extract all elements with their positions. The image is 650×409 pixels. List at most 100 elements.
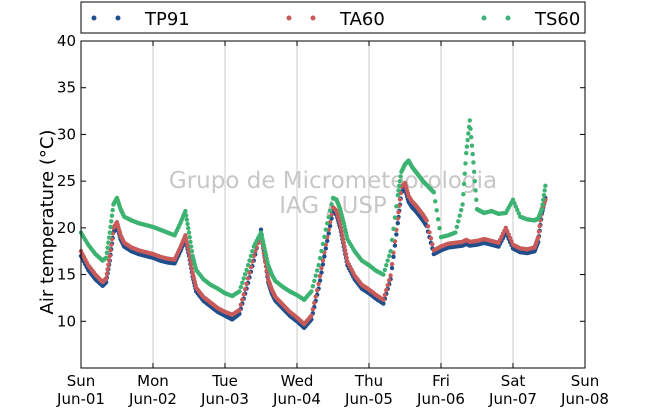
- data-point-interp: [469, 135, 474, 140]
- data-point-interp: [109, 213, 115, 218]
- data-point: [388, 273, 393, 278]
- data-point-interp: [394, 204, 399, 209]
- data-point-interp: [322, 234, 327, 240]
- data-point-interp: [385, 258, 390, 263]
- data-point-interp: [340, 236, 346, 242]
- legend-marker: [505, 15, 511, 21]
- data-point: [183, 233, 188, 238]
- data-point-interp: [437, 226, 442, 231]
- data-point-interp: [242, 286, 248, 292]
- legend-marker: [286, 15, 292, 21]
- data-point-interp: [433, 199, 438, 204]
- data-point-interp: [263, 252, 269, 258]
- data-point-interp: [247, 258, 252, 263]
- legend-marker: [481, 15, 487, 21]
- x-tick-label-date: Jun-08: [560, 390, 609, 408]
- data-point: [424, 218, 429, 223]
- data-point-interp: [385, 283, 390, 288]
- data-point-interp: [462, 171, 467, 176]
- x-tick-label-date: Jun-03: [200, 390, 249, 408]
- data-point-interp: [541, 192, 547, 198]
- data-point-interp: [435, 217, 441, 222]
- data-point-interp: [185, 221, 190, 227]
- data-point-interp: [320, 241, 326, 247]
- data-point-interp: [184, 239, 190, 245]
- data-point: [431, 190, 436, 195]
- data-point-interp: [104, 271, 110, 277]
- data-point: [316, 281, 321, 287]
- data-point-interp: [386, 278, 392, 283]
- data-point: [381, 301, 386, 306]
- data-point-interp: [184, 217, 190, 222]
- data-point-interp: [397, 178, 403, 184]
- legend-marker: [91, 15, 97, 21]
- legend-marker: [310, 15, 316, 21]
- data-point-interp: [461, 181, 467, 187]
- y-tick-labels: 10 15 20 25 30 35 40: [57, 32, 76, 330]
- data-point-interp: [394, 232, 399, 237]
- data-point-interp: [427, 230, 432, 235]
- series-ts60: [78, 118, 548, 302]
- data-point: [244, 281, 249, 287]
- x-tick-label-day: Thu: [354, 372, 383, 390]
- x-tick-label-date: Jun-05: [344, 390, 393, 408]
- axis-ticks: [80, 40, 586, 368]
- data-point-interp: [238, 302, 244, 308]
- data-point-interp: [536, 229, 542, 234]
- data-point-interp: [108, 224, 113, 230]
- legend-marker: [115, 15, 121, 21]
- x-tick-label-day: Sat: [501, 372, 526, 390]
- x-tick-label-day: Mon: [137, 372, 169, 390]
- data-point-interp: [516, 211, 521, 216]
- data-point: [104, 276, 109, 281]
- data-point-interp: [391, 254, 396, 260]
- data-point: [503, 225, 508, 231]
- data-point-interp: [105, 267, 110, 272]
- data-point-interp: [109, 219, 114, 224]
- data-point: [460, 202, 465, 207]
- data-point-interp: [464, 144, 470, 149]
- data-point: [183, 208, 188, 214]
- data-point-interp: [319, 266, 324, 271]
- data-point-interp: [340, 233, 345, 238]
- data-point-interp: [458, 207, 464, 213]
- x-tick-label-date: Jun-06: [416, 390, 465, 408]
- data-point-interp: [245, 263, 251, 268]
- data-point-interp: [329, 202, 334, 207]
- data-point-interp: [104, 250, 110, 255]
- x-tick-label-date: Jun-04: [272, 390, 321, 408]
- data-point-interp: [327, 208, 333, 213]
- data-point-interp: [466, 131, 471, 136]
- data-point-interp: [241, 276, 246, 281]
- data-point-interp: [263, 249, 268, 254]
- y-tick-label: 10: [57, 312, 76, 330]
- data-point-interp: [319, 248, 324, 254]
- data-point-interp: [317, 273, 323, 279]
- data-point-interp: [541, 197, 546, 203]
- data-point-interp: [106, 262, 111, 268]
- data-point-interp: [382, 292, 388, 298]
- data-point-interp: [242, 271, 248, 277]
- data-point: [467, 118, 472, 123]
- data-point-interp: [312, 278, 317, 284]
- data-point: [107, 230, 113, 235]
- data-point-interp: [186, 226, 191, 231]
- data-point-interp: [472, 178, 478, 184]
- y-tick-label: 20: [57, 219, 76, 237]
- data-point: [341, 240, 346, 246]
- data-point: [323, 246, 328, 251]
- data-point: [186, 230, 192, 235]
- data-point: [388, 249, 393, 254]
- data-point-interp: [537, 223, 542, 229]
- data-point: [395, 192, 400, 198]
- data-point-interp: [396, 188, 401, 193]
- data-point-interp: [389, 261, 395, 267]
- data-point-interp: [312, 300, 317, 306]
- legend-label-ta60: TA60: [339, 9, 385, 30]
- data-point-interp: [509, 239, 514, 244]
- data-point: [316, 263, 321, 268]
- data-point-interp: [250, 249, 255, 254]
- data-point-interp: [343, 248, 348, 253]
- data-point-interp: [188, 244, 194, 249]
- data-point: [309, 289, 314, 294]
